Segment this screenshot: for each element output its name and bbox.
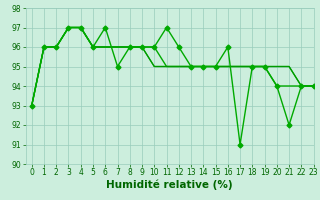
X-axis label: Humidité relative (%): Humidité relative (%) (106, 180, 233, 190)
